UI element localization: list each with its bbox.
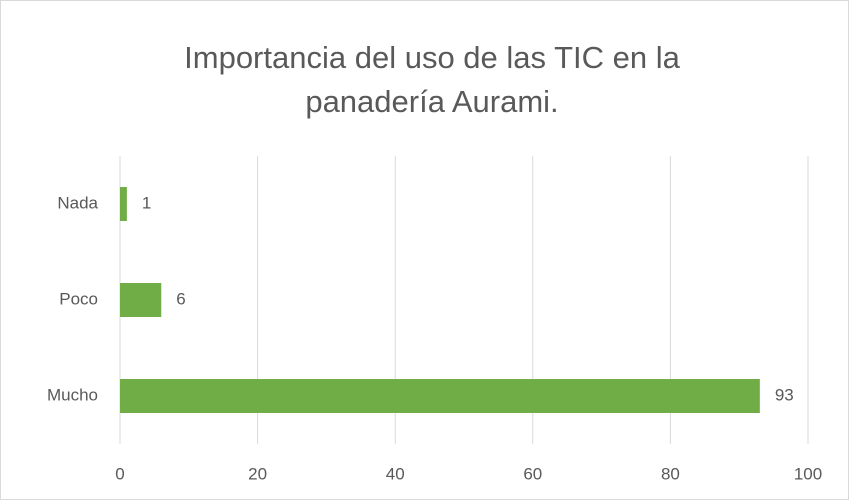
x-tick-label: 80: [661, 464, 680, 483]
x-tick-label: 20: [248, 464, 267, 483]
y-tick-label: Mucho: [47, 385, 98, 404]
y-tick-label: Poco: [59, 289, 98, 308]
x-tick-label: 60: [523, 464, 542, 483]
bar: [120, 283, 162, 317]
y-tick-label: Nada: [57, 193, 98, 212]
bar: [120, 187, 127, 221]
data-label: 1: [142, 193, 151, 212]
x-tick-label: 100: [794, 464, 822, 483]
bar: [120, 379, 760, 413]
x-tick-label: 40: [386, 464, 405, 483]
chart-title: Importancia del uso de las TIC en la: [184, 40, 680, 75]
x-tick-label: 0: [115, 464, 124, 483]
data-label: 6: [176, 289, 185, 308]
chart-title: panadería Aurami.: [305, 84, 558, 119]
data-label: 93: [775, 385, 794, 404]
